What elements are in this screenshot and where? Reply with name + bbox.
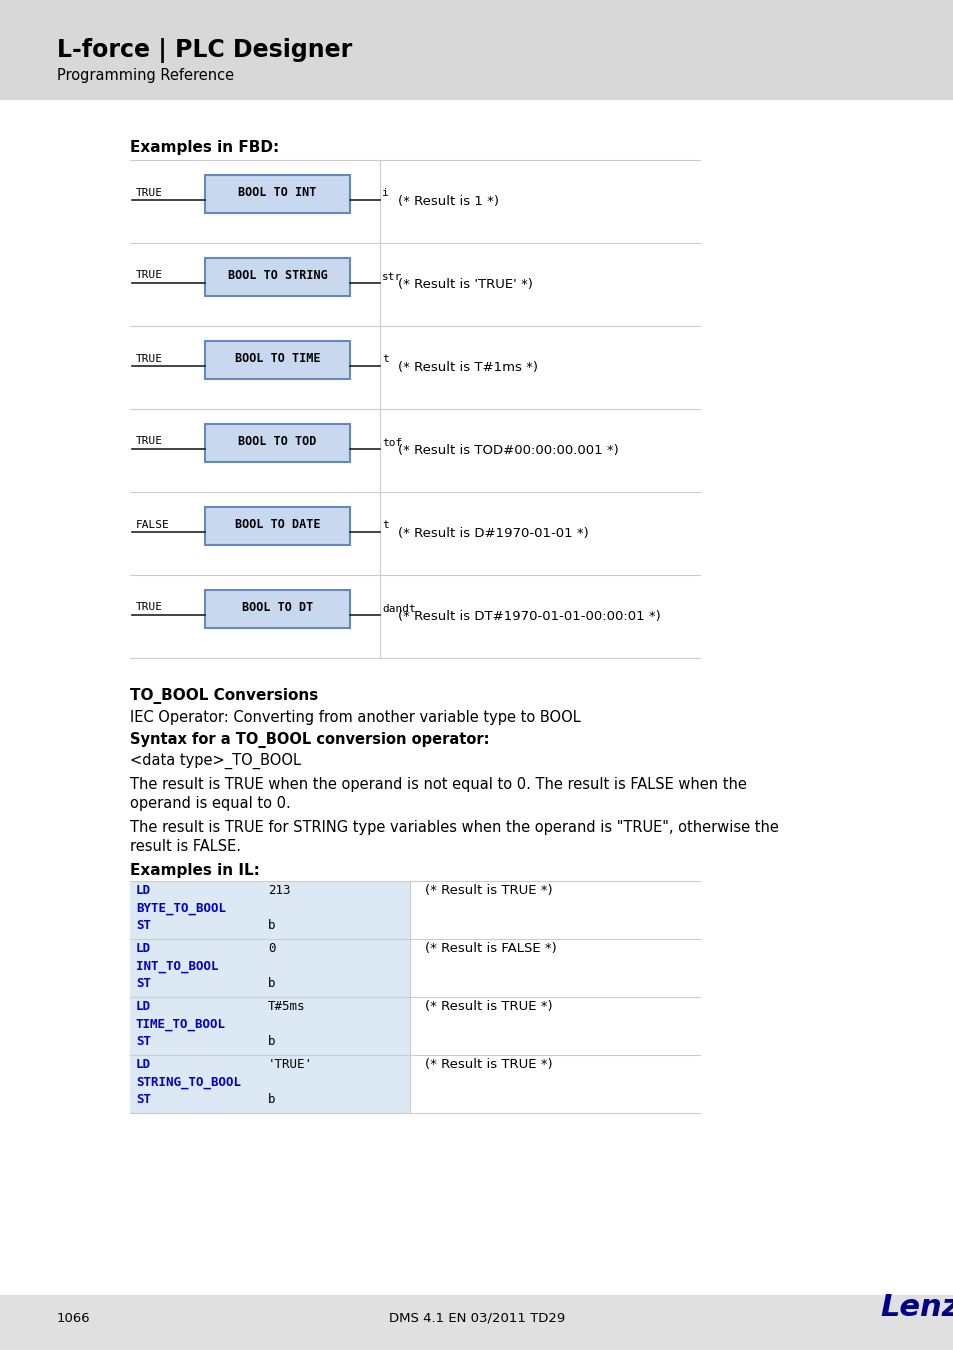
Text: ST: ST	[136, 977, 151, 991]
Text: TRUE: TRUE	[136, 270, 163, 281]
Text: TRUE: TRUE	[136, 436, 163, 447]
Text: TRUE: TRUE	[136, 602, 163, 613]
Text: STRING_TO_BOOL: STRING_TO_BOOL	[136, 1076, 241, 1088]
Text: b: b	[268, 1035, 275, 1049]
Bar	[205, 506, 350, 544]
Text: 1066: 1066	[57, 1311, 91, 1324]
Bar	[130, 940, 410, 998]
Bar	[0, 1295, 953, 1350]
Text: ST: ST	[136, 1094, 151, 1106]
Bar	[130, 998, 410, 1054]
Bar	[130, 882, 410, 940]
Text: BOOL TO TIME: BOOL TO TIME	[234, 352, 320, 365]
Text: str: str	[381, 271, 402, 282]
Text: (* Result is TRUE *): (* Result is TRUE *)	[424, 884, 552, 898]
Text: BYTE_TO_BOOL: BYTE_TO_BOOL	[136, 902, 226, 915]
Text: Programming Reference: Programming Reference	[57, 68, 233, 82]
Text: T#5ms: T#5ms	[268, 1000, 305, 1012]
Text: operand is equal to 0.: operand is equal to 0.	[130, 796, 291, 811]
Text: b: b	[268, 1094, 275, 1106]
Text: dandt: dandt	[381, 603, 416, 613]
Text: TO_BOOL Conversions: TO_BOOL Conversions	[130, 688, 318, 703]
Text: Lenze: Lenze	[879, 1293, 953, 1322]
Text: ST: ST	[136, 919, 151, 933]
Text: The result is TRUE when the operand is not equal to 0. The result is FALSE when : The result is TRUE when the operand is n…	[130, 778, 746, 792]
Text: (* Result is TOD#00:00:00.001 *): (* Result is TOD#00:00:00.001 *)	[397, 444, 618, 458]
Text: (* Result is T#1ms *): (* Result is T#1ms *)	[397, 360, 537, 374]
Text: 'TRUE': 'TRUE'	[268, 1058, 313, 1071]
Text: ST: ST	[136, 1035, 151, 1049]
Text: TRUE: TRUE	[136, 188, 163, 197]
Text: IEC Operator: Converting from another variable type to BOOL: IEC Operator: Converting from another va…	[130, 710, 580, 725]
Bar	[205, 174, 350, 212]
Text: LD: LD	[136, 884, 151, 898]
Text: BOOL TO INT: BOOL TO INT	[238, 186, 316, 198]
Bar	[205, 424, 350, 462]
Text: t: t	[381, 521, 388, 531]
Text: LD: LD	[136, 1058, 151, 1071]
Text: LD: LD	[136, 942, 151, 956]
Text: Examples in FBD:: Examples in FBD:	[130, 140, 279, 155]
Text: LD: LD	[136, 1000, 151, 1012]
Text: BOOL TO DATE: BOOL TO DATE	[234, 518, 320, 531]
Text: The result is TRUE for STRING type variables when the operand is "TRUE", otherwi: The result is TRUE for STRING type varia…	[130, 819, 778, 836]
Text: BOOL TO TOD: BOOL TO TOD	[238, 435, 316, 448]
Text: (* Result is D#1970-01-01 *): (* Result is D#1970-01-01 *)	[397, 526, 588, 540]
Text: L-force | PLC Designer: L-force | PLC Designer	[57, 38, 352, 63]
Bar	[0, 100, 953, 1295]
Text: INT_TO_BOOL: INT_TO_BOOL	[136, 960, 218, 973]
Text: 213: 213	[268, 884, 291, 898]
Text: Syntax for a TO_BOOL conversion operator:: Syntax for a TO_BOOL conversion operator…	[130, 732, 489, 748]
Text: b: b	[268, 919, 275, 933]
Text: (* Result is DT#1970-01-01-00:00:01 *): (* Result is DT#1970-01-01-00:00:01 *)	[397, 610, 660, 622]
Text: (* Result is 1 *): (* Result is 1 *)	[397, 194, 498, 208]
Text: t: t	[381, 355, 388, 364]
Text: b: b	[268, 977, 275, 991]
Text: result is FALSE.: result is FALSE.	[130, 838, 241, 855]
Text: Examples in IL:: Examples in IL:	[130, 863, 259, 878]
Bar	[205, 340, 350, 378]
Text: BOOL TO STRING: BOOL TO STRING	[228, 269, 327, 282]
Text: i: i	[381, 189, 388, 198]
Text: FALSE: FALSE	[136, 520, 170, 529]
Text: TIME_TO_BOOL: TIME_TO_BOOL	[136, 1018, 226, 1031]
Bar	[0, 0, 953, 100]
Text: (* Result is FALSE *): (* Result is FALSE *)	[424, 942, 557, 956]
Text: <data type>_TO_BOOL: <data type>_TO_BOOL	[130, 753, 301, 769]
Bar	[205, 590, 350, 628]
Text: 0: 0	[268, 942, 275, 956]
Bar	[205, 258, 350, 296]
Text: TRUE: TRUE	[136, 354, 163, 363]
Bar	[130, 1054, 410, 1112]
Text: (* Result is 'TRUE' *): (* Result is 'TRUE' *)	[397, 278, 533, 292]
Text: BOOL TO DT: BOOL TO DT	[242, 601, 313, 614]
Text: DMS 4.1 EN 03/2011 TD29: DMS 4.1 EN 03/2011 TD29	[389, 1311, 564, 1324]
Text: (* Result is TRUE *): (* Result is TRUE *)	[424, 1058, 552, 1071]
Text: tof: tof	[381, 437, 402, 447]
Text: (* Result is TRUE *): (* Result is TRUE *)	[424, 1000, 552, 1012]
